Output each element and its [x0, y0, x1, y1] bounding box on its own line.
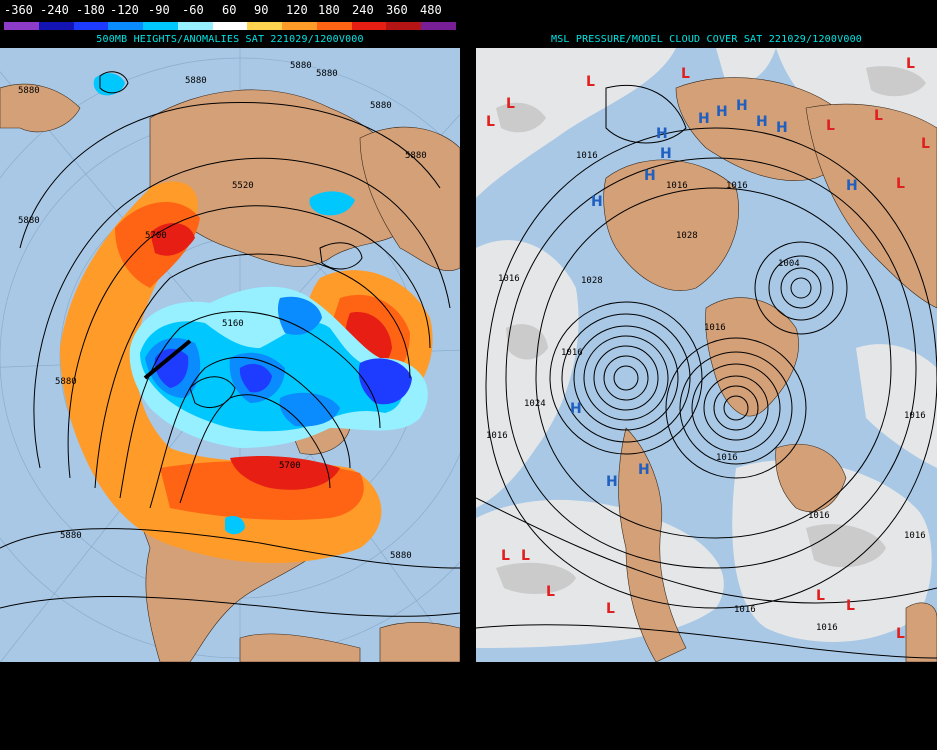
colorbar-tick-label: -90: [148, 3, 170, 17]
contour-label: 5880: [18, 216, 40, 226]
colorbar-tick-label: -180: [76, 3, 105, 17]
low-pressure-marker: L: [506, 96, 515, 112]
contour-label: 5700: [145, 231, 167, 241]
contour-label: 5880: [405, 151, 427, 161]
colorbar-swatch: [421, 22, 456, 30]
low-pressure-marker: L: [906, 56, 915, 72]
isobar-label: 1016: [498, 274, 520, 284]
colorbar-tick-label: 360: [386, 3, 408, 17]
contour-label: 5880: [60, 531, 82, 541]
colorbar-swatch: [386, 22, 422, 30]
colorbar-swatch: [4, 22, 39, 30]
high-pressure-marker: H: [591, 194, 603, 210]
colorbar-swatch: [316, 22, 352, 30]
low-pressure-marker: L: [896, 626, 905, 642]
colorbar-swatch: [212, 22, 248, 30]
colorbar-tick-label: 120: [286, 3, 308, 17]
high-pressure-marker: H: [776, 120, 788, 136]
msl-pressure-panel: MSL PRESSURE/MODEL CLOUD COVER SAT 22102…: [476, 0, 937, 662]
colorbar-swatch: [108, 22, 144, 30]
colorbar-tick-labels: -360 -240 -180 -120 -90 -60 60 90 120 180 240 360 48…: [0, 2, 460, 18]
contour-label: 5880: [316, 69, 338, 79]
low-pressure-marker: L: [896, 176, 905, 192]
colorbar-tick-label: -360: [4, 3, 33, 17]
isobar-label: 1016: [904, 531, 926, 541]
bottom-bar: [0, 662, 937, 750]
colorbar-tick-label: -240: [40, 3, 69, 17]
colorbar-swatch: [143, 22, 178, 30]
contour-label: 5880: [18, 86, 40, 96]
colorbar-tick-label: 60: [222, 3, 237, 17]
isobar-label: 1016: [486, 431, 508, 441]
low-pressure-marker: L: [846, 598, 855, 614]
left-map-title: 500MB HEIGHTS/ANOMALIES SAT 221029/1200V…: [96, 34, 364, 45]
isobar-label: 1024: [524, 399, 546, 409]
isobar-label: 1016: [576, 151, 598, 161]
colorbar-swatch: [282, 22, 317, 30]
isobar-label: 1028: [581, 276, 603, 286]
high-pressure-marker: H: [606, 474, 618, 490]
colorbar-tick-label: 180: [318, 3, 340, 17]
low-pressure-marker: L: [501, 548, 510, 564]
isobar-label: 1004: [778, 259, 800, 269]
isobar-label: 1016: [816, 623, 838, 633]
low-pressure-marker: L: [606, 601, 615, 617]
colorbar-swatch: [351, 22, 387, 30]
anomaly-colorbar: [4, 22, 456, 30]
isobar-label: 1016: [561, 348, 583, 358]
isobar-label: 1016: [716, 453, 738, 463]
contour-label: 5880: [390, 551, 412, 561]
high-pressure-marker: H: [638, 462, 650, 478]
msl-pressure-cloud-map: 1016 1016 1016 1028 1016 1028 1016 1004 …: [476, 48, 937, 662]
contour-label: 5880: [370, 101, 392, 111]
isobar-label: 1016: [704, 323, 726, 333]
high-pressure-marker: H: [644, 168, 656, 184]
low-pressure-marker: L: [681, 66, 690, 82]
colorbar-tick-label: 480: [420, 3, 442, 17]
isobar-label: 1016: [666, 181, 688, 191]
contour-label: 5160: [222, 319, 244, 329]
heights-anomalies-panel: -360 -240 -180 -120 -90 -60 60 90 120 180 240 360 48…: [0, 0, 460, 662]
isobar-label: 1028: [676, 231, 698, 241]
colorbar-swatch: [73, 22, 109, 30]
isobar-label: 1016: [726, 181, 748, 191]
heights-anomaly-map: 5880 5880 5880 5880 5880 5880 5520 5700 …: [0, 48, 460, 662]
isobar-label: 1016: [904, 411, 926, 421]
colorbar-tick-label: 90: [254, 3, 269, 17]
high-pressure-marker: H: [660, 146, 672, 162]
panel-divider: [460, 0, 476, 750]
high-pressure-marker: H: [846, 178, 858, 194]
low-pressure-marker: L: [586, 74, 595, 90]
right-map-title: MSL PRESSURE/MODEL CLOUD COVER SAT 22102…: [550, 34, 863, 45]
high-pressure-marker: H: [698, 111, 710, 127]
contour-label: 5880: [55, 377, 77, 387]
isobar-label: 1016: [734, 605, 756, 615]
colorbar-tick-label: -60: [182, 3, 204, 17]
high-pressure-marker: H: [570, 401, 582, 417]
low-pressure-marker: L: [874, 108, 883, 124]
low-pressure-marker: L: [826, 118, 835, 134]
colorbar-swatch: [177, 22, 213, 30]
high-pressure-marker: H: [756, 114, 768, 130]
colorbar-tick-label: -120: [110, 3, 139, 17]
high-pressure-marker: H: [736, 98, 748, 114]
low-pressure-marker: L: [546, 584, 555, 600]
low-pressure-marker: L: [921, 136, 930, 152]
contour-label: 5880: [185, 76, 207, 86]
high-pressure-marker: H: [656, 126, 668, 142]
low-pressure-marker: L: [521, 548, 530, 564]
high-pressure-marker: H: [716, 104, 728, 120]
low-pressure-marker: L: [816, 588, 825, 604]
colorbar-swatch: [247, 22, 283, 30]
contour-label: 5880: [290, 61, 312, 71]
colorbar-swatch: [38, 22, 74, 30]
contour-label: 5520: [232, 181, 254, 191]
contour-label: 5700: [279, 461, 301, 471]
isobar-label: 1016: [808, 511, 830, 521]
colorbar-tick-label: 240: [352, 3, 374, 17]
low-pressure-marker: L: [486, 114, 495, 130]
